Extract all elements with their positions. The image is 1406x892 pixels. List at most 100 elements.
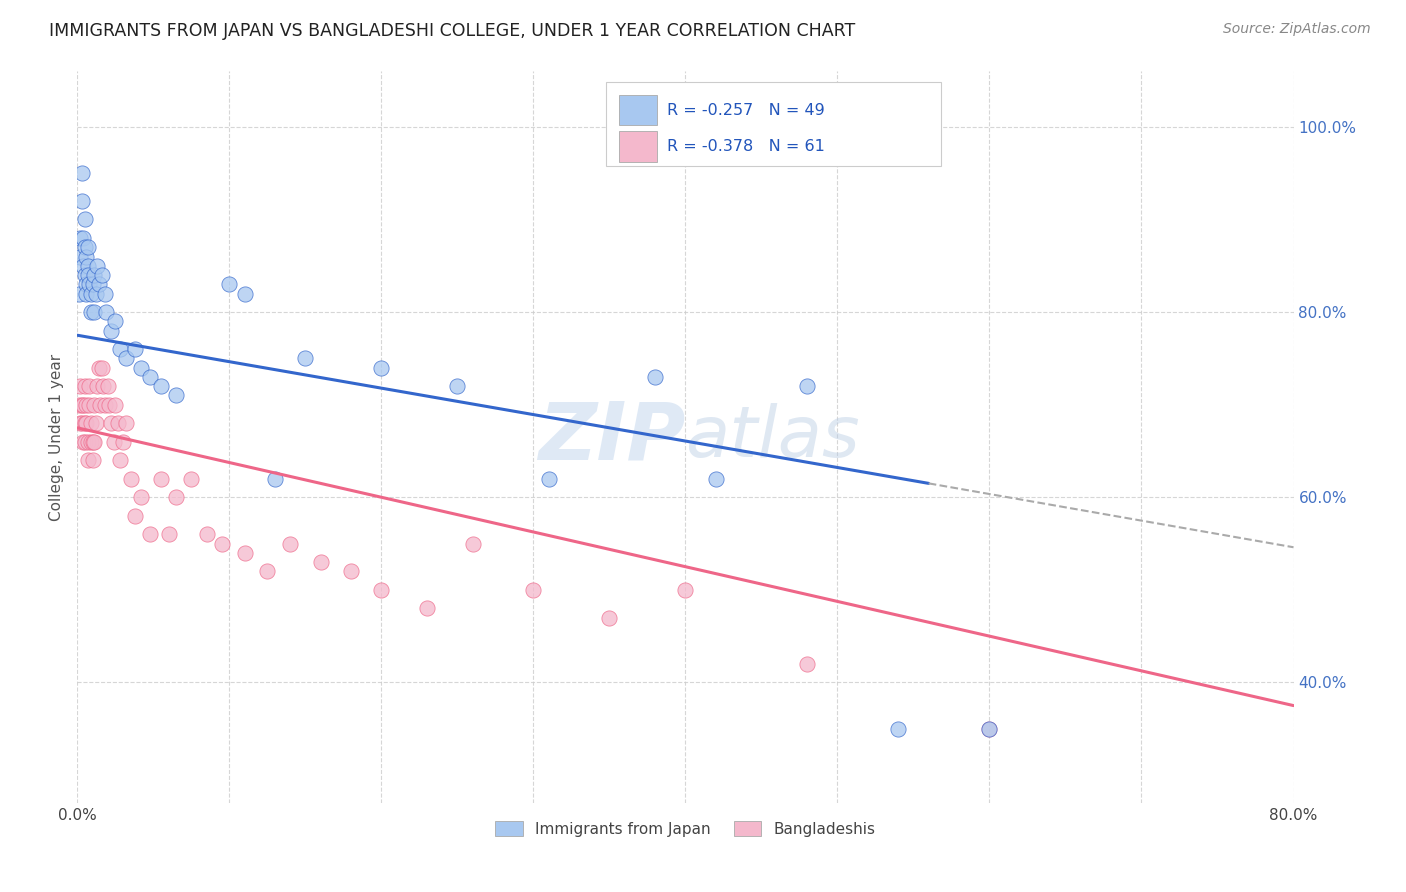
Point bbox=[598, 610, 620, 624]
Point bbox=[100, 324, 122, 338]
Point bbox=[69, 250, 91, 264]
Point bbox=[180, 472, 202, 486]
Point bbox=[79, 398, 101, 412]
Text: R = -0.257   N = 49: R = -0.257 N = 49 bbox=[668, 103, 825, 118]
Point bbox=[77, 259, 100, 273]
Point bbox=[340, 565, 363, 579]
Point bbox=[446, 379, 468, 393]
Point bbox=[86, 379, 108, 393]
Point bbox=[70, 416, 93, 430]
Point bbox=[80, 416, 103, 430]
Point bbox=[195, 527, 218, 541]
Point bbox=[75, 416, 97, 430]
Point bbox=[309, 555, 332, 569]
Point bbox=[675, 582, 697, 597]
Point bbox=[278, 536, 301, 550]
Text: R = -0.378   N = 61: R = -0.378 N = 61 bbox=[668, 139, 825, 154]
Legend: Immigrants from Japan, Bangladeshis: Immigrants from Japan, Bangladeshis bbox=[489, 815, 882, 843]
Point bbox=[69, 231, 91, 245]
Point bbox=[129, 360, 152, 375]
Point bbox=[264, 472, 287, 486]
Point bbox=[87, 277, 110, 292]
FancyBboxPatch shape bbox=[606, 82, 941, 167]
Point bbox=[69, 379, 91, 393]
Point bbox=[70, 194, 93, 208]
Point bbox=[73, 212, 96, 227]
Point bbox=[103, 434, 125, 449]
Point bbox=[149, 472, 172, 486]
Point bbox=[72, 259, 94, 273]
Point bbox=[120, 472, 142, 486]
Point bbox=[233, 546, 256, 560]
Point bbox=[75, 286, 97, 301]
Point bbox=[165, 388, 187, 402]
Point bbox=[644, 370, 666, 384]
Y-axis label: College, Under 1 year: College, Under 1 year bbox=[49, 353, 65, 521]
Point bbox=[83, 398, 105, 412]
Point bbox=[157, 527, 180, 541]
Point bbox=[67, 286, 90, 301]
Point bbox=[77, 453, 100, 467]
Text: ZIP: ZIP bbox=[538, 398, 686, 476]
Point bbox=[104, 314, 127, 328]
Point bbox=[887, 722, 910, 736]
Point bbox=[537, 472, 560, 486]
Point bbox=[294, 351, 316, 366]
Point bbox=[522, 582, 544, 597]
Point bbox=[233, 286, 256, 301]
Point bbox=[73, 434, 96, 449]
Point bbox=[256, 565, 278, 579]
Point bbox=[77, 434, 100, 449]
Point bbox=[91, 379, 114, 393]
Point bbox=[416, 601, 439, 615]
Point bbox=[73, 240, 96, 254]
Point bbox=[124, 342, 146, 356]
Point bbox=[73, 268, 96, 282]
Point bbox=[70, 398, 93, 412]
Point bbox=[107, 416, 129, 430]
Point bbox=[108, 453, 131, 467]
Point bbox=[218, 277, 240, 292]
Point bbox=[124, 508, 146, 523]
Point bbox=[979, 722, 1001, 736]
Point bbox=[461, 536, 484, 550]
Point bbox=[82, 277, 104, 292]
Point bbox=[139, 370, 162, 384]
Point bbox=[77, 240, 100, 254]
Point bbox=[90, 360, 112, 375]
Point bbox=[84, 416, 107, 430]
FancyBboxPatch shape bbox=[619, 131, 658, 162]
Point bbox=[96, 305, 118, 319]
Point bbox=[75, 250, 97, 264]
Point bbox=[89, 398, 111, 412]
Point bbox=[70, 166, 93, 180]
Point bbox=[69, 416, 91, 430]
Point bbox=[80, 286, 103, 301]
Point bbox=[93, 398, 115, 412]
Point bbox=[370, 582, 392, 597]
Point bbox=[370, 360, 392, 375]
Point bbox=[75, 398, 97, 412]
Point bbox=[77, 268, 100, 282]
Point bbox=[139, 527, 162, 541]
Point bbox=[79, 277, 101, 292]
Point bbox=[98, 398, 121, 412]
Point bbox=[73, 379, 96, 393]
Point bbox=[93, 286, 115, 301]
Point bbox=[86, 259, 108, 273]
Point bbox=[83, 268, 105, 282]
Point bbox=[83, 305, 105, 319]
Point bbox=[67, 398, 90, 412]
Point bbox=[979, 722, 1001, 736]
Point bbox=[115, 351, 138, 366]
Point bbox=[73, 416, 96, 430]
Point bbox=[90, 268, 112, 282]
Point bbox=[796, 657, 818, 671]
Point bbox=[82, 453, 104, 467]
Point bbox=[83, 434, 105, 449]
Point bbox=[129, 490, 152, 504]
Point bbox=[149, 379, 172, 393]
Point bbox=[72, 434, 94, 449]
Point bbox=[115, 416, 138, 430]
Point bbox=[796, 379, 818, 393]
